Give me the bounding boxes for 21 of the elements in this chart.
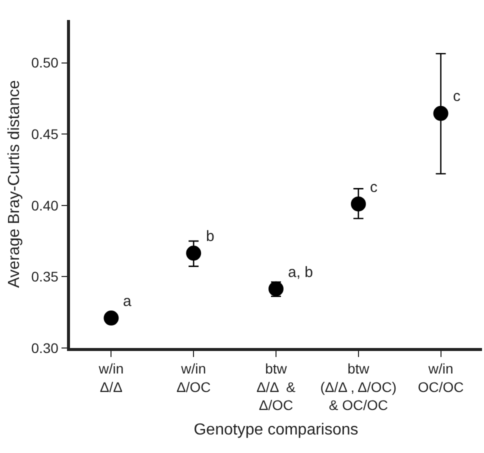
x-axis-title: Genotype comparisons [194, 422, 358, 439]
y-tick-label: 0.50 [31, 54, 59, 71]
point [186, 246, 202, 261]
y-tick-label: 0.35 [31, 268, 59, 285]
x-tick-label: w/in Δ/Δ [98, 360, 124, 395]
x-tick-label: w/in OC/OC [418, 360, 464, 395]
annotation: b [206, 228, 214, 245]
y-tick-label: 0.45 [31, 126, 59, 142]
x-tick-label: w/in Δ/OC [176, 360, 211, 395]
annotation: a, b [288, 264, 314, 281]
x-tick-label: btw Δ/Δ & Δ/OC [256, 360, 296, 413]
y-tick-label: 0.40 [31, 197, 59, 214]
point [350, 196, 366, 212]
x-tick-label: btw (Δ/Δ , Δ/OC) & OC/OC [320, 360, 397, 413]
annotation: c [370, 179, 378, 196]
point [104, 310, 119, 326]
y-tick-label: 0.30 [31, 340, 59, 356]
y-axis-title: Average Bray-Curtis distance [6, 80, 24, 288]
point [433, 106, 448, 121]
annotation: c [453, 88, 461, 105]
annotation: a [123, 293, 132, 310]
